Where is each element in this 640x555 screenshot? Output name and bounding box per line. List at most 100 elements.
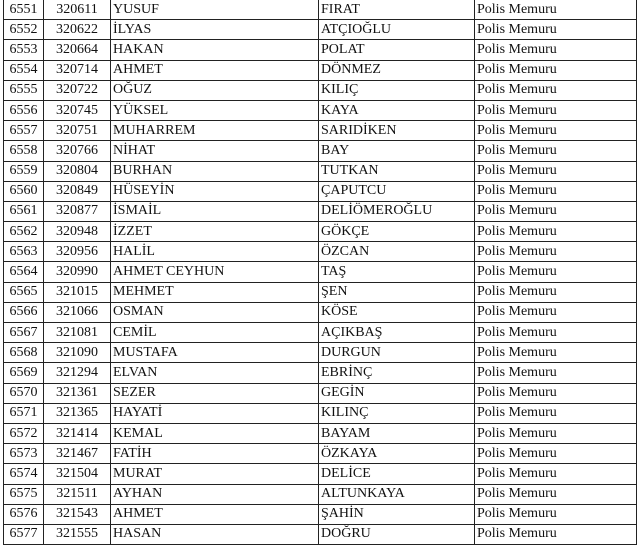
last-name-cell: ALTUNKAYA (318, 483, 475, 505)
row-number-cell: 6566 (3, 301, 44, 324)
personnel-id-cell: 320766 (43, 140, 111, 162)
row-number-cell: 6559 (3, 160, 44, 182)
table-row: 6570 321361 SEZER GEGİN Polis Memuru (3, 382, 637, 404)
first-name-cell: YÜKSEL (110, 99, 319, 122)
row-number-cell: 6555 (3, 79, 44, 101)
title-cell: Polis Memuru (474, 99, 637, 122)
last-name-cell: KILIÇ (318, 79, 475, 101)
table-row: 6556 320745 YÜKSEL KAYA Polis Memuru (3, 99, 637, 122)
table-row: 6564 320990 AHMET CEYHUN TAŞ Polis Memuru (3, 261, 637, 283)
title-cell: Polis Memuru (474, 79, 637, 101)
title-cell: Polis Memuru (474, 422, 637, 445)
last-name-cell: ŞAHİN (318, 503, 475, 525)
table-row: 6574 321504 MURAT DELİCE Polis Memuru (3, 463, 637, 485)
last-name-cell: ÇAPUTCU (318, 180, 475, 202)
table-row: 6553 320664 HAKAN POLAT Polis Memuru (3, 39, 637, 61)
personnel-id-cell: 321294 (43, 362, 111, 384)
first-name-cell: KEMAL (110, 422, 319, 445)
title-cell: Polis Memuru (474, 261, 637, 283)
personnel-table: 6551 320611 YUSUF FIRAT Polis Memuru 6552 3206… (3, 0, 637, 546)
first-name-cell: HAKAN (110, 39, 319, 61)
table-row: 6558 320766 NİHAT BAY Polis Memuru (3, 140, 637, 162)
row-number-cell: 6575 (3, 483, 44, 505)
first-name-cell: YUSUF (110, 0, 319, 21)
first-name-cell: BURHAN (110, 160, 319, 182)
last-name-cell: DELİÖMEROĞLU (318, 200, 475, 223)
title-cell: Polis Memuru (474, 59, 637, 81)
title-cell: Polis Memuru (474, 342, 637, 364)
first-name-cell: AYHAN (110, 483, 319, 505)
first-name-cell: AHMET (110, 503, 319, 525)
title-cell: Polis Memuru (474, 200, 637, 223)
last-name-cell: KAYA (318, 99, 475, 122)
table-row: 6552 320622 İLYAS ATÇIOĞLU Polis Memuru (3, 19, 637, 41)
title-cell: Polis Memuru (474, 140, 637, 162)
table-row: 6568 321090 MUSTAFA DURGUN Polis Memuru (3, 342, 637, 364)
title-cell: Polis Memuru (474, 382, 637, 404)
table-row: 6560 320849 HÜSEYİN ÇAPUTCU Polis Memuru (3, 180, 637, 202)
last-name-cell: BAY (318, 140, 475, 162)
table-row: 6555 320722 OĞUZ KILIÇ Polis Memuru (3, 79, 637, 101)
title-cell: Polis Memuru (474, 0, 637, 21)
table-row: 6577 321555 HASAN DOĞRU Polis Memuru (3, 523, 637, 546)
personnel-id-cell: 321361 (43, 382, 111, 404)
last-name-cell: BAYAM (318, 422, 475, 445)
first-name-cell: İZZET (110, 221, 319, 243)
row-number-cell: 6577 (3, 523, 44, 546)
last-name-cell: DURGUN (318, 342, 475, 364)
first-name-cell: İLYAS (110, 19, 319, 41)
table-row: 6573 321467 FATİH ÖZKAYA Polis Memuru (3, 443, 637, 465)
first-name-cell: NİHAT (110, 140, 319, 162)
personnel-id-cell: 320990 (43, 261, 111, 283)
table-row: 6566 321066 OSMAN KÖSE Polis Memuru (3, 301, 637, 324)
row-number-cell: 6561 (3, 200, 44, 223)
title-cell: Polis Memuru (474, 463, 637, 485)
title-cell: Polis Memuru (474, 120, 637, 142)
table-row: 6561 320877 İSMAİL DELİÖMEROĞLU Polis Memuru (3, 200, 637, 223)
table-row: 6562 320948 İZZET GÖKÇE Polis Memuru (3, 221, 637, 243)
table-row: 6563 320956 HALİL ÖZCAN Polis Memuru (3, 241, 637, 263)
row-number-cell: 6556 (3, 99, 44, 122)
first-name-cell: AHMET CEYHUN (110, 261, 319, 283)
row-number-cell: 6552 (3, 19, 44, 41)
last-name-cell: ŞEN (318, 281, 475, 303)
title-cell: Polis Memuru (474, 281, 637, 303)
title-cell: Polis Memuru (474, 19, 637, 41)
personnel-id-cell: 321090 (43, 342, 111, 364)
first-name-cell: SEZER (110, 382, 319, 404)
title-cell: Polis Memuru (474, 362, 637, 384)
row-number-cell: 6558 (3, 140, 44, 162)
row-number-cell: 6570 (3, 382, 44, 404)
last-name-cell: KILINÇ (318, 402, 475, 424)
last-name-cell: FIRAT (318, 0, 475, 21)
personnel-id-cell: 320622 (43, 19, 111, 41)
personnel-id-cell: 320722 (43, 79, 111, 101)
title-cell: Polis Memuru (474, 221, 637, 243)
last-name-cell: GÖKÇE (318, 221, 475, 243)
personnel-id-cell: 320849 (43, 180, 111, 202)
row-number-cell: 6568 (3, 342, 44, 364)
title-cell: Polis Memuru (474, 301, 637, 324)
first-name-cell: AHMET (110, 59, 319, 81)
table-row: 6569 321294 ELVAN EBRİNÇ Polis Memuru (3, 362, 637, 384)
row-number-cell: 6557 (3, 120, 44, 142)
table-row: 6559 320804 BURHAN TUTKAN Polis Memuru (3, 160, 637, 182)
row-number-cell: 6572 (3, 422, 44, 445)
row-number-cell: 6569 (3, 362, 44, 384)
personnel-id-cell: 320611 (43, 0, 111, 21)
table-body: 6551 320611 YUSUF FIRAT Polis Memuru 6552 3206… (3, 0, 637, 546)
last-name-cell: AÇIKBAŞ (318, 321, 475, 344)
last-name-cell: ATÇIOĞLU (318, 19, 475, 41)
first-name-cell: MEHMET (110, 281, 319, 303)
table-row: 6554 320714 AHMET DÖNMEZ Polis Memuru (3, 59, 637, 81)
personnel-id-cell: 321365 (43, 402, 111, 424)
first-name-cell: MURAT (110, 463, 319, 485)
personnel-id-cell: 320751 (43, 120, 111, 142)
first-name-cell: HASAN (110, 523, 319, 546)
personnel-id-cell: 321467 (43, 443, 111, 465)
personnel-id-cell: 320664 (43, 39, 111, 61)
last-name-cell: SARIDİKEN (318, 120, 475, 142)
table-row: 6575 321511 AYHAN ALTUNKAYA Polis Memuru (3, 483, 637, 505)
table-row: 6565 321015 MEHMET ŞEN Polis Memuru (3, 281, 637, 303)
first-name-cell: OĞUZ (110, 79, 319, 101)
